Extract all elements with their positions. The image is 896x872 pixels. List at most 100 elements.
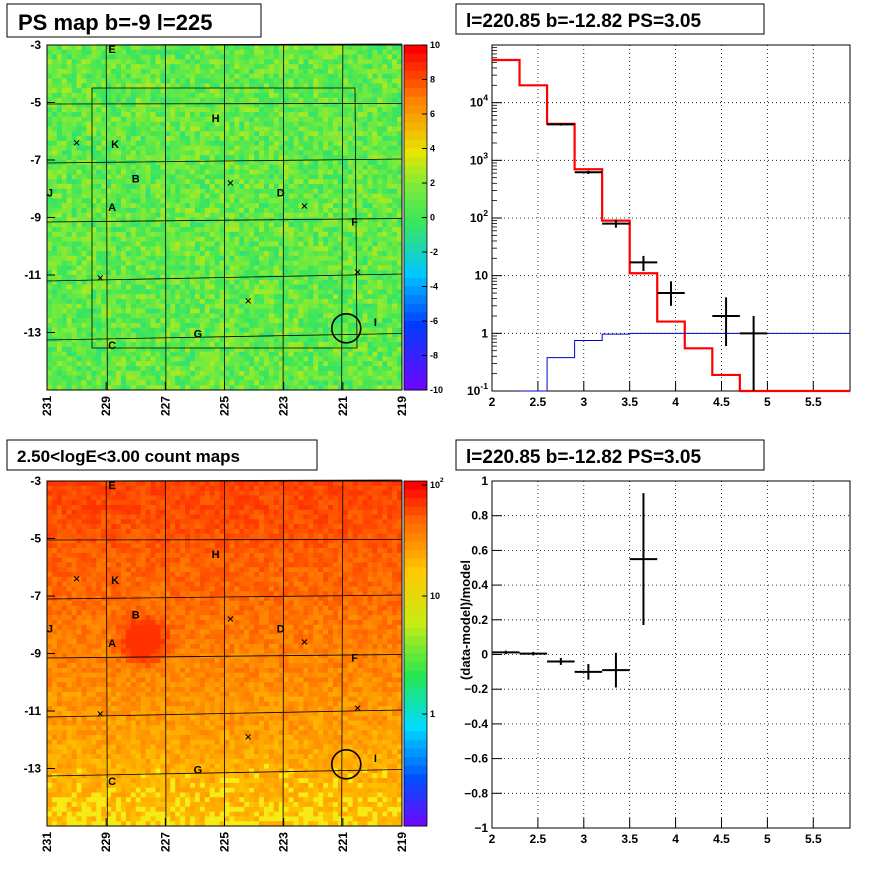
residual-y-tick-label: −0.8 (464, 786, 488, 800)
colorbar-segment (404, 260, 427, 270)
colorbar-tick-label: -6 (430, 316, 438, 326)
colorbar-tick-label: 10 (430, 40, 440, 50)
colorbar-segment (404, 338, 427, 348)
spectrum-background-line (519, 332, 850, 392)
residual-y-tick-label: −0.4 (464, 717, 488, 731)
colorbar-segment (404, 713, 427, 724)
colorbar-segment (404, 593, 427, 603)
colorbar-segment (404, 45, 427, 55)
source-cross (245, 734, 252, 740)
x-tick-label: 219 (395, 396, 409, 416)
residual-frame (491, 480, 851, 829)
colorbar-segment (404, 183, 427, 193)
colorbar-segment (404, 88, 427, 98)
x-tick-label: 225 (218, 832, 232, 852)
y-tick-label: -5 (30, 532, 41, 546)
colorbar-segment (404, 329, 427, 339)
y-tick-label: -3 (30, 474, 41, 488)
spectrum-title: l=220.85 b=-12.82 PS=3.05 (466, 11, 701, 32)
spectrum-x-tick-label: 2.5 (530, 395, 547, 409)
map-longitude-line (341, 44, 344, 391)
map-longitude-line (341, 480, 344, 827)
colorbar-segment (404, 191, 427, 201)
colorbar-segment (404, 303, 427, 313)
map-latitude-line (46, 479, 403, 482)
map-longitude-line (164, 480, 167, 827)
x-tick-label: 231 (40, 396, 54, 416)
source-cross (97, 711, 104, 717)
colorbar-tick-label: 2 (430, 178, 435, 188)
residual-x-tick-label: 5 (764, 832, 771, 846)
spectrum-y-tick-label: 103 (470, 150, 488, 167)
colorbar-tick-label: 0 (430, 213, 435, 223)
source-cross (227, 180, 234, 186)
colorbar-segment (404, 575, 427, 586)
colorbar-tick-label: 6 (430, 109, 435, 119)
spectrum-x-tick-label: 2 (489, 395, 496, 409)
x-tick-label: 223 (277, 396, 291, 416)
colorbar-segment (404, 217, 427, 227)
colorbar-segment (404, 62, 427, 72)
source-label-G: G (194, 765, 203, 777)
source-label-H: H (212, 113, 220, 125)
target-circle (330, 313, 362, 344)
colorbar-segment (404, 208, 427, 219)
x-tick-label: 227 (158, 832, 172, 852)
spectrum-x-tick-label: 3.5 (621, 395, 638, 409)
colorbar-segment (404, 653, 427, 663)
colorbar-segment (404, 722, 427, 732)
colorbar-segment (404, 515, 427, 525)
target-circle (330, 749, 362, 780)
colorbar-segment (404, 601, 427, 611)
colorbar-segment (404, 757, 427, 767)
residual-x-tick-label: 5.5 (805, 832, 822, 846)
x-tick-label: 221 (336, 396, 350, 416)
source-cross (301, 203, 308, 209)
x-tick-label: 223 (277, 832, 291, 852)
residual-y-tick-label: 0.4 (471, 578, 488, 592)
colorbar-tick-label: -4 (430, 282, 438, 292)
residual-y-tick-label: −1 (474, 821, 488, 835)
colorbar-segment (404, 131, 427, 141)
colorbar-segment (404, 79, 427, 89)
colorbar-segment (404, 200, 427, 210)
source-cross (97, 275, 104, 281)
colorbar-segment (404, 567, 427, 577)
source-label-I: I (374, 317, 377, 329)
source-label-K: K (111, 139, 119, 151)
spectrum-x-tick-label: 4 (672, 395, 679, 409)
residual-x-tick-label: 3 (580, 832, 587, 846)
colorbar-segment (404, 312, 427, 322)
y-tick-label: -11 (24, 704, 41, 718)
source-label-G: G (194, 329, 203, 341)
colorbar-segment (404, 506, 427, 517)
source-label-B: B (132, 173, 140, 185)
colorbar-segment (404, 489, 427, 499)
colorbar-segment (404, 610, 427, 620)
map-longitude-line (282, 44, 285, 391)
count-map-heatmap-cells (47, 481, 403, 827)
colorbar-segment (404, 748, 427, 758)
colorbar-segment (404, 114, 427, 124)
colorbar-tick-label: -2 (430, 247, 438, 257)
map-longitude-line (105, 44, 108, 391)
residual-x-tick-label: 4.5 (713, 832, 730, 846)
colorbar-segment (404, 558, 427, 568)
colorbar-segment (404, 774, 427, 784)
colorbar-segment (404, 636, 427, 646)
y-tick-label: -5 (30, 96, 41, 110)
residual-y-axis-label: (data-model)/model (458, 560, 473, 680)
map-longitude-line (105, 480, 108, 827)
colorbar-segment (404, 662, 427, 672)
source-cross (227, 616, 234, 622)
count-map-title: 2.50<logE<3.00 count maps (17, 447, 240, 466)
colorbar-segment (404, 782, 427, 793)
colorbar-segment (404, 670, 427, 680)
colorbar-segment (404, 122, 427, 132)
colorbar-segment (404, 70, 427, 81)
residual-x-tick-label: 4 (672, 832, 679, 846)
colorbar-segment (404, 584, 427, 594)
colorbar-segment (404, 705, 427, 715)
map-longitude-line (164, 44, 167, 391)
residual-y-tick-label: 0 (481, 648, 488, 662)
